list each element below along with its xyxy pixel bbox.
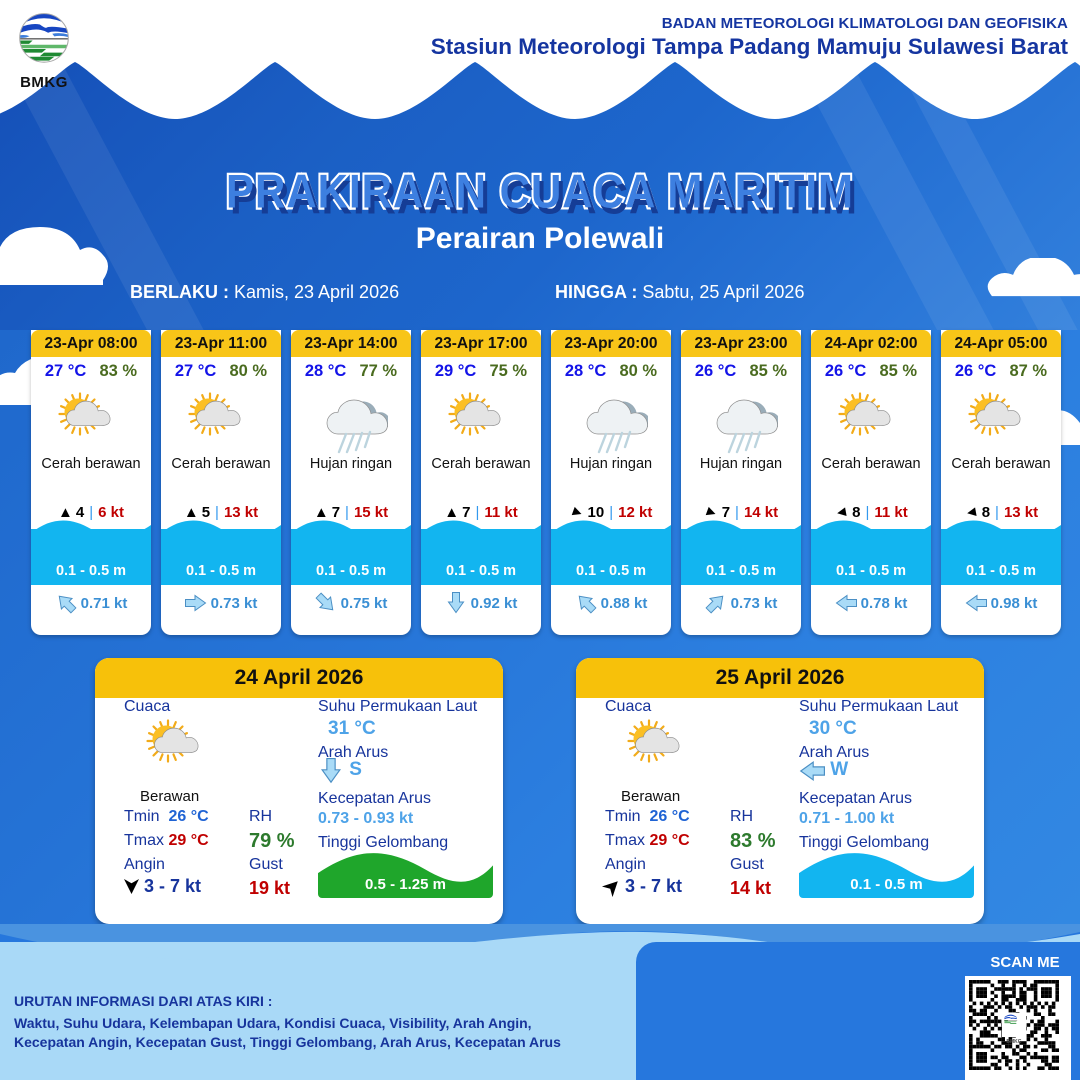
svg-text:BMKG: BMKG <box>1006 1039 1021 1045</box>
